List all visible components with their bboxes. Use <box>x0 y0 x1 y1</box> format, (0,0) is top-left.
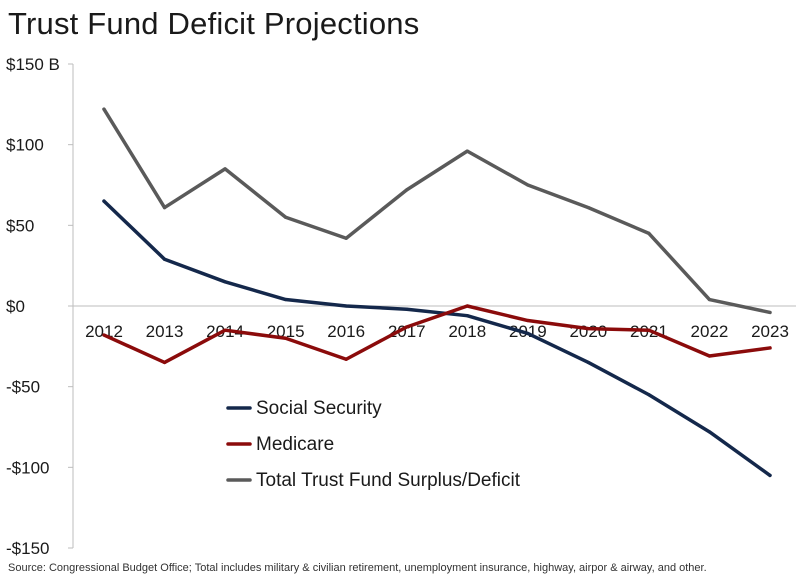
data-point <box>768 310 772 315</box>
line-chart: $150 B $100 $50 $0 -$50 -$100 -$150 2012 2013 201… <box>6 55 796 558</box>
data-point <box>405 307 409 311</box>
data-point <box>223 328 227 332</box>
data-point <box>223 280 227 284</box>
legend-label: Social Security <box>256 398 382 419</box>
data-point <box>344 236 348 240</box>
y-tick-label: $100 <box>6 136 44 155</box>
x-tick-label: 2020 <box>569 322 607 341</box>
data-point <box>465 149 469 153</box>
y-tick-label: -$100 <box>6 458 49 477</box>
data-point <box>102 107 106 111</box>
data-point <box>465 314 469 318</box>
data-point <box>162 360 167 365</box>
series-line-total-trust-fund-surplus-deficit <box>102 107 772 315</box>
page-title: Trust Fund Deficit Projections <box>8 6 420 41</box>
x-tick-label: 2016 <box>327 322 365 341</box>
data-point <box>647 393 651 397</box>
data-point <box>768 346 772 350</box>
data-point <box>102 333 106 337</box>
data-point <box>102 199 106 203</box>
legend-label: Medicare <box>256 434 334 455</box>
data-point <box>284 215 288 219</box>
data-point <box>707 430 712 434</box>
data-point <box>344 304 348 308</box>
data-point <box>284 336 288 340</box>
data-point <box>707 354 712 358</box>
data-point <box>647 231 651 235</box>
data-point <box>284 297 288 302</box>
data-point <box>526 183 530 187</box>
data-point <box>344 357 348 361</box>
y-tick-label: $50 <box>6 216 34 235</box>
data-point <box>526 331 530 336</box>
series-line-social-security <box>102 199 772 478</box>
series-line-medicare <box>102 304 772 365</box>
y-tick-label: -$50 <box>6 378 40 397</box>
data-point <box>586 205 590 210</box>
data-point <box>586 326 590 331</box>
data-point <box>405 188 409 192</box>
data-point <box>707 297 712 302</box>
data-point <box>465 304 469 308</box>
y-tick-label: -$150 <box>6 539 49 558</box>
data-point <box>526 318 530 323</box>
data-point <box>405 325 409 329</box>
x-tick-label: 2022 <box>691 322 729 341</box>
data-point <box>162 257 167 261</box>
legend-label: Total Trust Fund Surplus/Deficit <box>256 470 521 491</box>
data-point <box>586 360 590 365</box>
data-point <box>647 328 651 332</box>
y-tick-label: $150 B <box>6 55 60 74</box>
data-point <box>223 167 227 171</box>
x-tick-label: 2017 <box>388 322 426 341</box>
data-point <box>162 205 167 210</box>
y-tick-label: $0 <box>6 297 25 316</box>
data-point <box>768 473 772 477</box>
x-tick-label: 2018 <box>448 322 486 341</box>
x-tick-label: 2013 <box>146 322 184 341</box>
source-note: Source: Congressional Budget Office; Tot… <box>8 562 707 574</box>
x-tick-label: 2023 <box>751 322 789 341</box>
x-tick-label: 2012 <box>85 322 123 341</box>
